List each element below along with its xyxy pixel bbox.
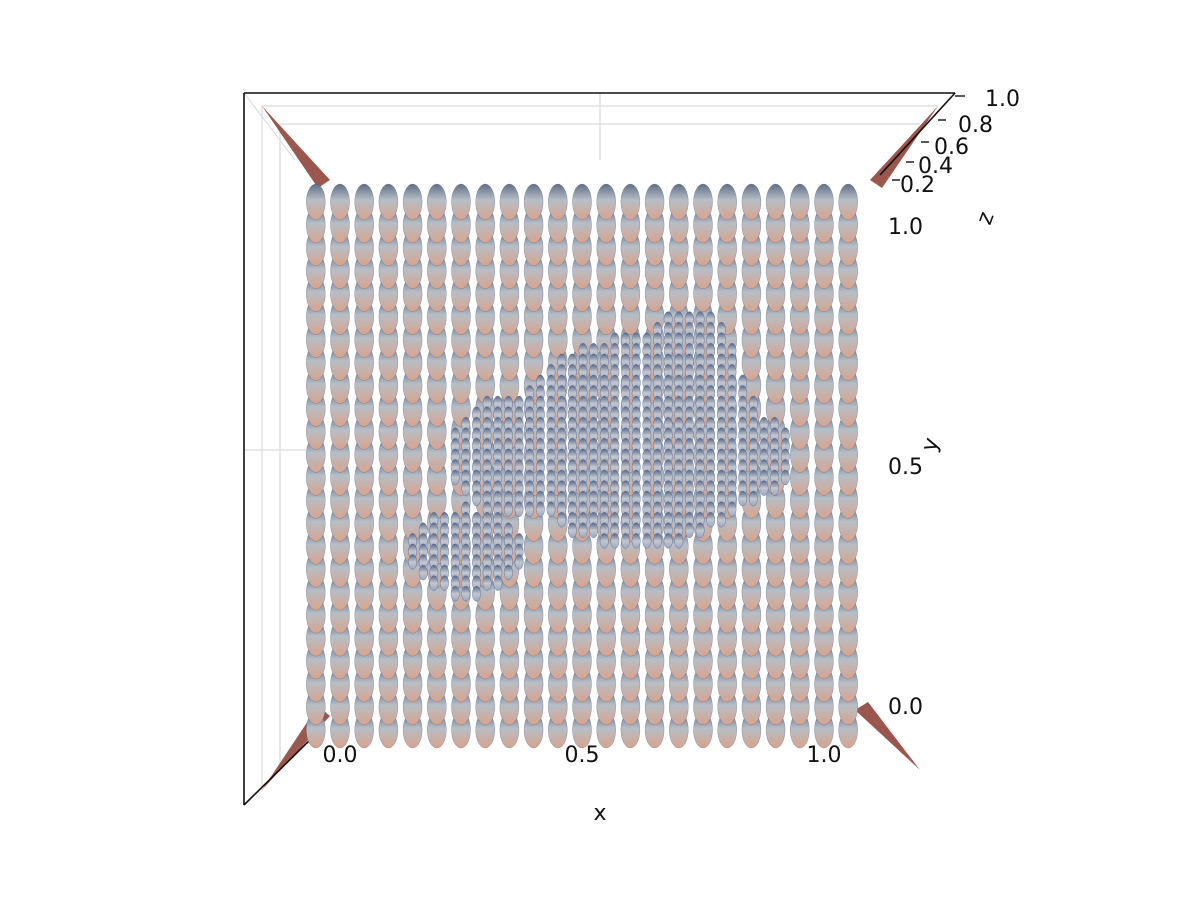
y-tick-0: 0.0: [888, 695, 923, 720]
z-tick-0.4: 0.4: [918, 154, 953, 179]
ellipsoid-glyph: [427, 183, 447, 221]
z-tick-0.6: 0.6: [934, 135, 969, 160]
small-ellipsoid-glyph: [695, 522, 705, 539]
small-ellipsoid-glyph: [738, 490, 748, 507]
small-ellipsoid-glyph: [589, 522, 599, 539]
small-ellipsoid-glyph: [450, 469, 460, 486]
small-ellipsoid-glyph: [482, 575, 492, 591]
small-ellipsoid-glyph: [557, 512, 567, 528]
small-ellipsoid-glyph: [631, 533, 641, 549]
z-axis-label: z: [972, 209, 999, 228]
x-tick-2: 1.0: [807, 743, 842, 768]
small-ellipsoid-glyph: [748, 490, 758, 507]
ellipsoid-glyph: [523, 183, 544, 221]
ellipsoid-glyph: [475, 183, 495, 221]
ellipsoid-glyph: [572, 183, 592, 221]
small-ellipsoid-glyph: [514, 554, 524, 570]
small-ellipsoid-glyph: [525, 501, 535, 517]
ellipsoid-glyph: [693, 183, 713, 221]
ellipsoid-glyph: [499, 183, 520, 221]
ellipsoid-glyph: [354, 183, 374, 221]
y-tick-1: 0.5: [888, 455, 923, 480]
ellipsoid-glyph: [306, 183, 326, 221]
z-tick-0.2: 0.2: [900, 173, 935, 198]
small-ellipsoid-glyph: [780, 469, 790, 486]
small-ellipsoid-glyph: [472, 585, 481, 602]
small-ellipsoid-glyph: [663, 533, 673, 549]
ellipsoid-glyph: [451, 183, 471, 221]
x-axis: 0.0 0.5 1.0 x: [323, 743, 842, 826]
small-ellipsoid-glyph: [472, 490, 481, 507]
small-ellipsoid-glyph: [461, 585, 471, 602]
y-axis: 0.0 0.5 1.0 y: [888, 215, 945, 720]
fine-ellipsoid-patch: [408, 311, 790, 602]
small-ellipsoid-glyph: [642, 533, 652, 549]
axis-box: [243, 92, 956, 806]
small-ellipsoid-glyph: [418, 564, 428, 581]
ellipsoid-glyph: [741, 183, 762, 221]
small-ellipsoid-glyph: [461, 480, 471, 496]
small-ellipsoid-glyph: [610, 533, 620, 549]
small-ellipsoid-glyph: [567, 522, 577, 539]
small-ellipsoid-glyph: [493, 575, 503, 591]
small-ellipsoid-glyph: [450, 585, 460, 602]
small-ellipsoid-glyph: [759, 480, 769, 496]
ellipsoid-glyph: [330, 183, 350, 221]
small-ellipsoid-glyph: [578, 522, 588, 539]
y-axis-label: y: [917, 435, 945, 455]
ellipsoid-glyph: [814, 183, 834, 221]
corner-wedge-top-left: [262, 106, 330, 188]
z-axis-line: [879, 92, 956, 176]
small-ellipsoid-glyph: [503, 564, 513, 581]
x-tick-0: 0.0: [323, 743, 358, 768]
small-ellipsoid-glyph: [684, 522, 694, 539]
small-ellipsoid-glyph: [546, 501, 556, 517]
box-edge-bottom-left-diagonal: [243, 729, 321, 806]
small-ellipsoid-glyph: [727, 501, 737, 517]
ellipsoid-glyph: [838, 183, 858, 221]
y-tick-2: 1.0: [888, 215, 923, 240]
x-tick-1: 0.5: [565, 743, 600, 768]
ellipsoid-glyph: [596, 183, 616, 221]
ellipsoid-glyph: [669, 183, 689, 221]
z-axis: 0.2 0.4 0.6 0.8 1.0 z: [892, 87, 1020, 228]
corner-wedge-bottom-right: [855, 702, 920, 770]
small-ellipsoid-glyph: [706, 512, 716, 528]
small-ellipsoid-glyph: [514, 501, 524, 517]
ellipsoid-glyph: [548, 183, 568, 221]
ellipsoid-glyph: [620, 183, 641, 221]
small-ellipsoid-glyph: [674, 533, 684, 549]
small-ellipsoid-glyph: [429, 575, 439, 591]
small-ellipsoid-glyph: [621, 533, 631, 549]
ellipsoid-glyph: [765, 183, 786, 221]
ellipsoid-glyph: [378, 183, 399, 221]
small-ellipsoid-glyph: [440, 575, 449, 591]
z-tick-1.0: 1.0: [985, 87, 1020, 112]
small-ellipsoid-glyph: [535, 501, 545, 517]
coarse-ellipsoid-field: [306, 183, 858, 749]
small-ellipsoid-glyph: [770, 480, 780, 496]
small-ellipsoid-glyph: [653, 533, 662, 549]
small-ellipsoid-glyph: [716, 512, 726, 528]
small-ellipsoid-glyph: [408, 554, 418, 570]
ellipsoid-glyph: [717, 183, 737, 221]
z-tick-0.8: 0.8: [958, 113, 993, 138]
ellipsoid-glyph: [644, 183, 665, 221]
small-ellipsoid-glyph: [599, 533, 609, 549]
x-axis-label: x: [593, 801, 606, 826]
small-ellipsoid-glyph: [503, 501, 513, 517]
ellipsoid-glyph: [402, 183, 423, 221]
ellipsoid-glyph: [790, 183, 810, 221]
